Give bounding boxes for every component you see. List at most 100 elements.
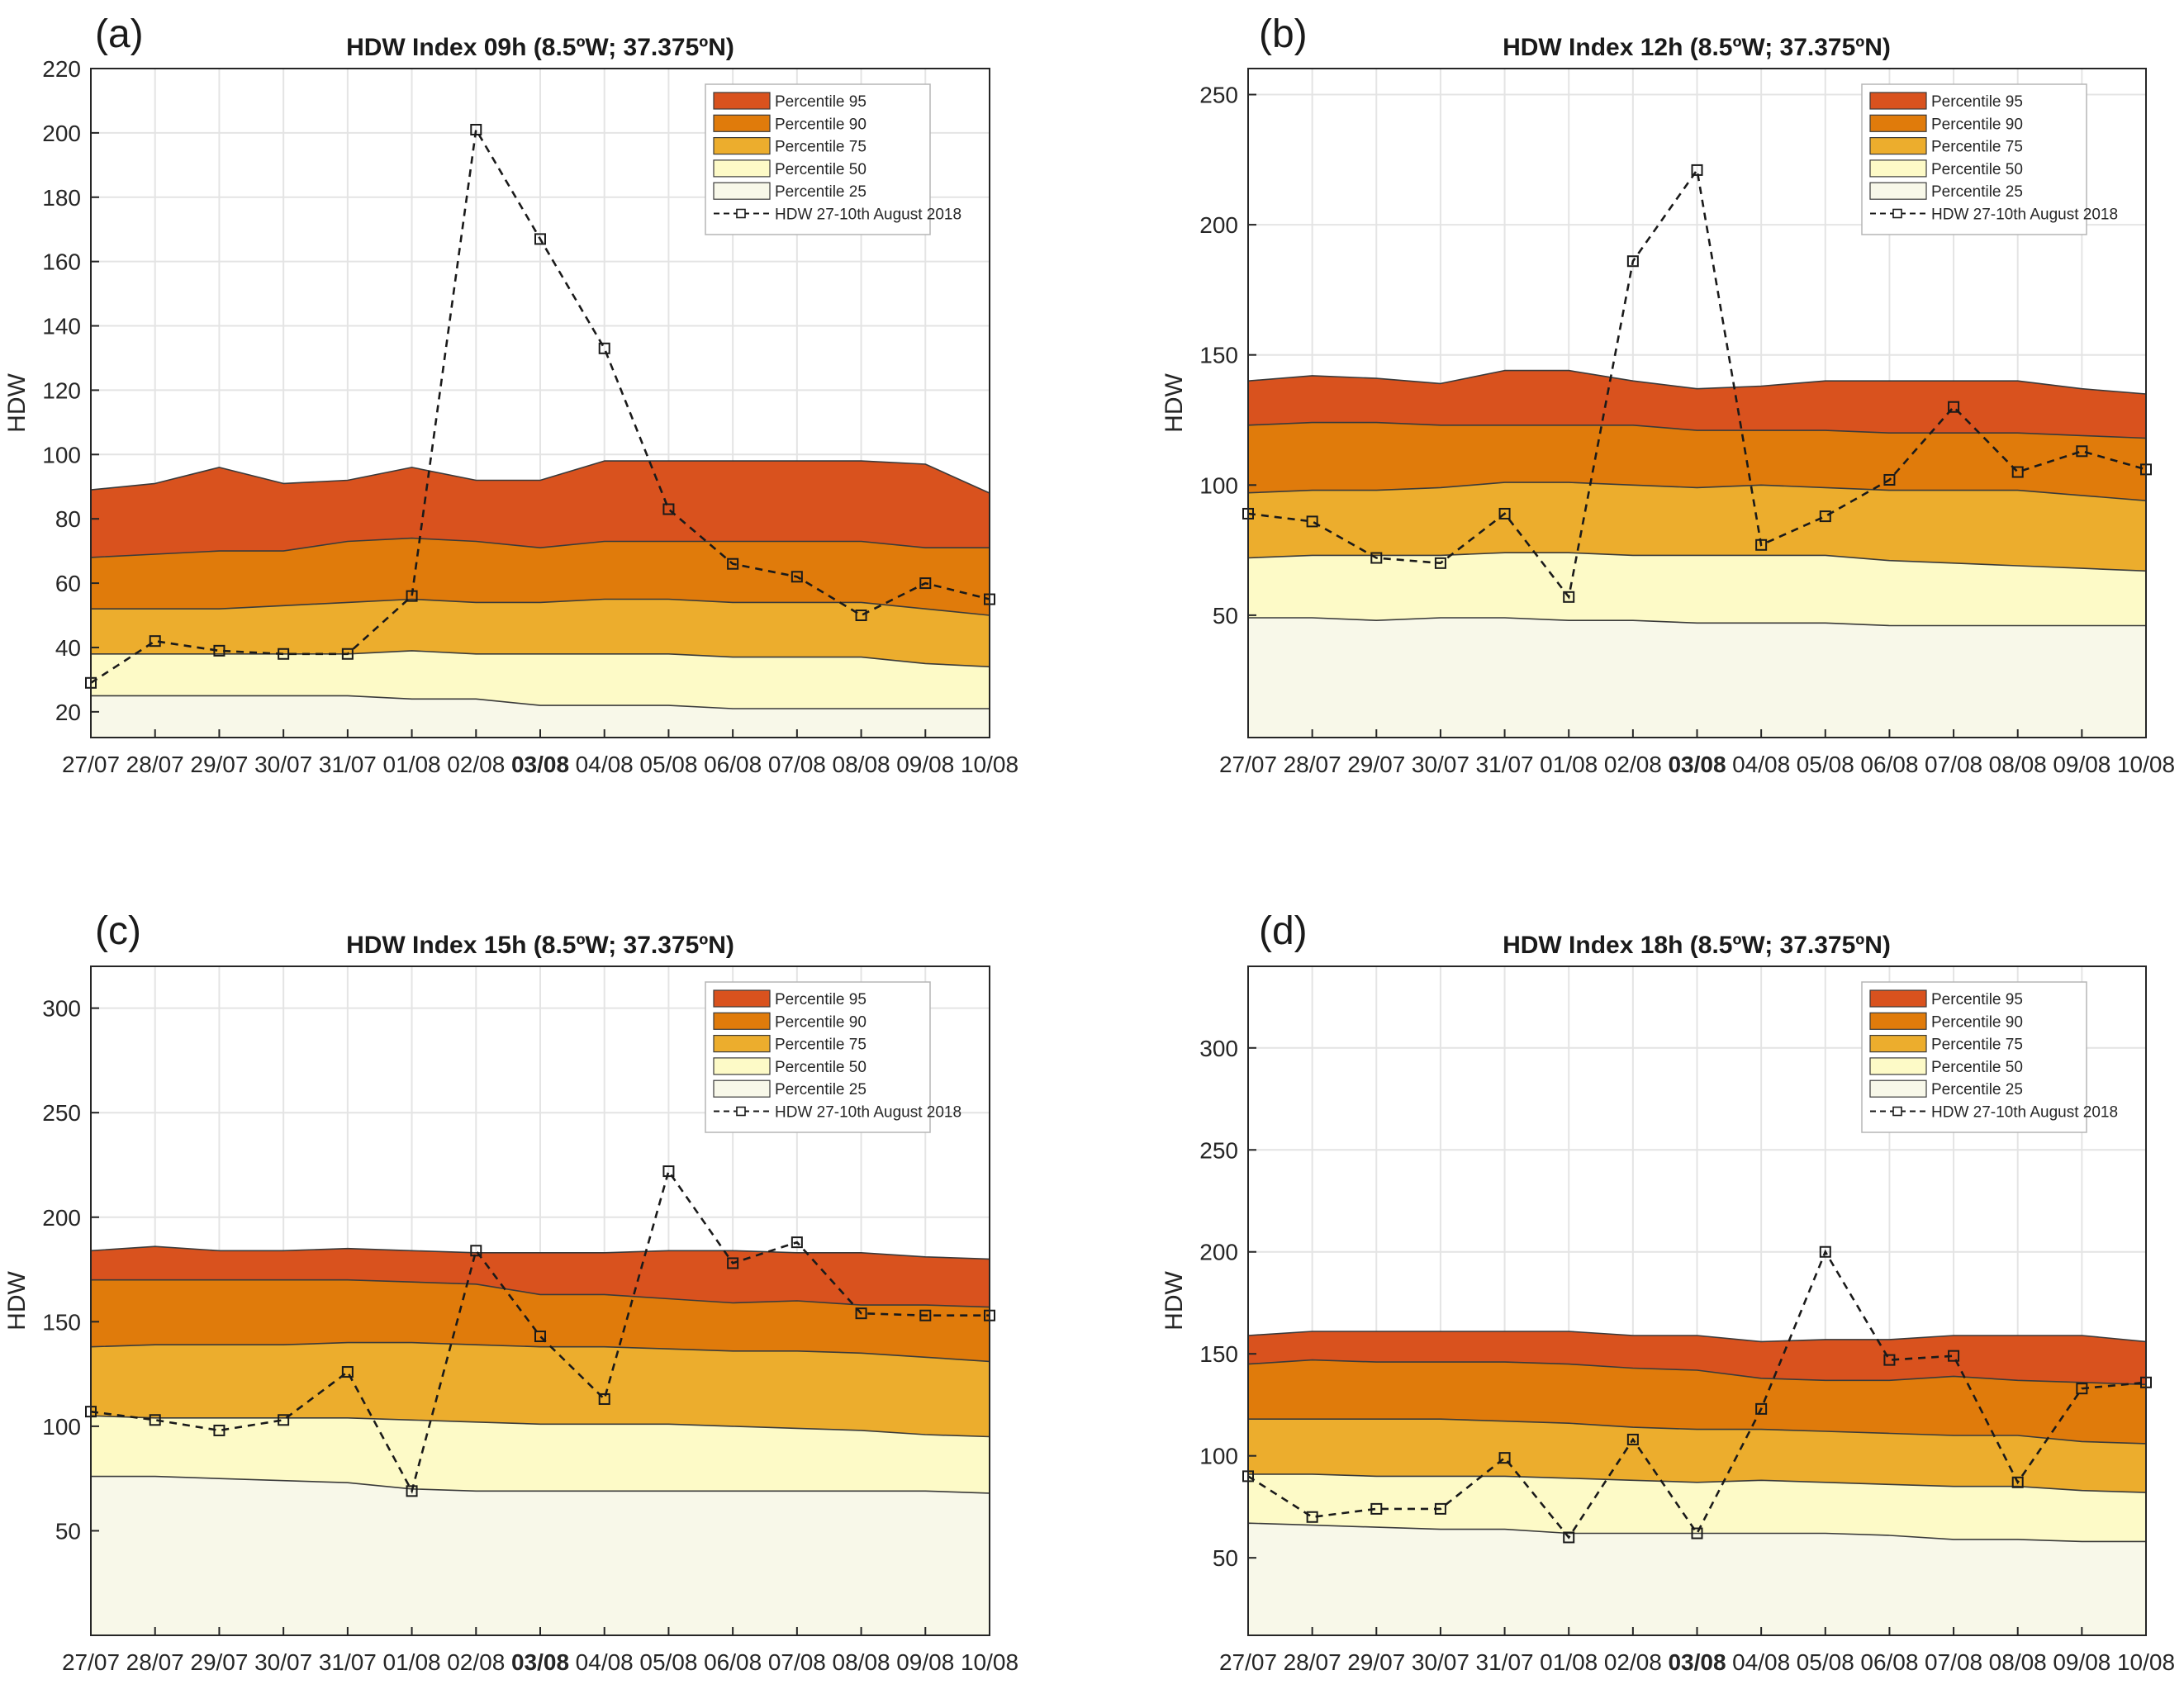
x-tick-label: 01/08 — [383, 1649, 441, 1675]
x-tick-label: 04/08 — [1732, 752, 1790, 777]
x-tick-label: 02/08 — [447, 752, 505, 777]
x-tick-label: 09/08 — [2053, 1649, 2110, 1675]
chart-panel-a: 20 40 60 80 100 120 140 160 180 200 220 27/07 28/07 2… — [3, 12, 1018, 777]
legend-marker-sample — [1892, 208, 1902, 219]
y-tick-label: 200 — [42, 121, 81, 146]
hdw-point — [598, 1392, 610, 1405]
chart-title: HDW Index 15h (8.5ºW; 37.375ºN) — [346, 932, 734, 959]
chart-panel-c: 50 100 150 200 250 300 27/07 28/07 29/07 30/07 31/… — [3, 909, 1018, 1675]
x-tick-label: 27/07 — [1219, 1649, 1277, 1675]
x-tick-label: 30/07 — [1412, 1649, 1469, 1675]
x-tick-label: 05/08 — [1797, 1649, 1854, 1675]
legend-marker-sample — [736, 1106, 746, 1117]
legend-swatch — [1869, 1012, 1927, 1030]
y-tick-label: 300 — [1199, 1036, 1238, 1061]
hdw-point — [1434, 557, 1446, 569]
legend-label: Percentile 90 — [775, 116, 866, 133]
x-tick-label: 08/08 — [1989, 752, 2047, 777]
x-tick-label: 10/08 — [2117, 1649, 2175, 1675]
legend-label: Percentile 75 — [775, 139, 866, 156]
x-tick-label: 07/08 — [1925, 752, 1982, 777]
x-tick-label: 09/08 — [896, 752, 954, 777]
hdw-point — [1563, 1531, 1575, 1544]
y-tick-label: 150 — [1199, 1341, 1238, 1367]
legend-label: Percentile 90 — [1931, 1013, 2023, 1031]
legend-swatch — [713, 1034, 771, 1053]
legend-label: Percentile 25 — [1931, 183, 2023, 201]
x-tick-label: 02/08 — [447, 1649, 505, 1675]
hdw-series-line — [90, 1169, 990, 1494]
legend-label: Percentile 25 — [775, 1081, 866, 1098]
x-tick-label: 01/08 — [1540, 752, 1598, 777]
legend-swatch — [1869, 159, 1927, 178]
x-tick-label: 06/08 — [704, 752, 762, 777]
y-tick-label: 100 — [42, 1414, 81, 1440]
hdw-point — [1691, 164, 1703, 176]
y-tick-label: 200 — [42, 1205, 81, 1231]
y-tick-label: 50 — [1213, 1545, 1238, 1571]
x-tick-label: 29/07 — [190, 1649, 248, 1675]
chart-title: HDW Index 09h (8.5ºW; 37.375ºN) — [346, 34, 734, 61]
legend: Percentile 95 Percentile 90 Percentile 75 P… — [1861, 981, 2118, 1133]
y-tick-label: 150 — [42, 1309, 81, 1335]
x-tick-label: 28/07 — [126, 1649, 184, 1675]
legend-label: Percentile 75 — [1931, 139, 2023, 156]
hdw-point — [1626, 255, 1639, 268]
panel-label: (a) — [95, 12, 144, 56]
x-tick-label: 30/07 — [254, 1649, 312, 1675]
x-tick-label: 05/08 — [639, 752, 697, 777]
x-tick-label: 31/07 — [1476, 1649, 1534, 1675]
x-tick-label: 06/08 — [1860, 752, 1918, 777]
legend-swatch — [1869, 1057, 1927, 1075]
hdw-point — [470, 123, 482, 135]
x-tick-label: 06/08 — [1860, 1649, 1918, 1675]
hdw-point — [406, 590, 418, 602]
legend-swatch — [713, 114, 771, 132]
panel-label: (c) — [95, 909, 141, 953]
x-tick-label: 28/07 — [1284, 1649, 1341, 1675]
y-tick-label: 140 — [42, 314, 81, 339]
legend-swatch — [1869, 1034, 1927, 1053]
legend-label: Percentile 75 — [775, 1037, 866, 1054]
legend-swatch — [1869, 137, 1927, 155]
hdw-point — [1306, 515, 1318, 528]
x-tick-label: 30/07 — [1412, 752, 1469, 777]
hdw-point — [1434, 1502, 1446, 1515]
x-tick-label: 07/08 — [768, 752, 826, 777]
x-tick-label: 27/07 — [62, 752, 120, 777]
y-tick-label: 150 — [1199, 343, 1238, 368]
legend-label: HDW 27-10th August 2018 — [1931, 206, 2118, 224]
legend-swatch — [713, 92, 771, 110]
y-tick-label: 80 — [55, 506, 81, 532]
legend-label: HDW 27-10th August 2018 — [775, 206, 961, 224]
band-percentile-25 — [1247, 1522, 2147, 1636]
legend-label: Percentile 25 — [1931, 1081, 2023, 1098]
x-tick-label: 02/08 — [1604, 752, 1662, 777]
x-tick-label: 10/08 — [961, 1649, 1018, 1675]
hdw-point — [1948, 401, 1960, 413]
band-percentile-25 — [90, 1475, 990, 1636]
x-tick-label: 31/07 — [319, 1649, 377, 1675]
x-tick-label: 08/08 — [1989, 1649, 2047, 1675]
legend-label: HDW 27-10th August 2018 — [1931, 1104, 2118, 1122]
y-tick-label: 120 — [42, 377, 81, 403]
panel-label: (d) — [1259, 909, 1308, 953]
y-tick-label: 20 — [55, 700, 81, 725]
legend-swatch — [713, 1057, 771, 1075]
hdw-point — [149, 1414, 161, 1426]
legend-swatch — [713, 137, 771, 155]
x-tick-label: 08/08 — [833, 1649, 890, 1675]
legend-label: Percentile 50 — [1931, 161, 2023, 178]
y-tick-label: 40 — [55, 635, 81, 661]
band-percentile-25 — [1247, 617, 2147, 738]
hdw-point — [1819, 1245, 1831, 1258]
hdw-point — [1306, 1511, 1318, 1523]
hdw-point — [855, 610, 867, 622]
legend-label: Percentile 25 — [775, 183, 866, 201]
x-tick-label: 07/08 — [1925, 1649, 1982, 1675]
x-tick-label: 08/08 — [833, 752, 890, 777]
band-percentile-25 — [90, 695, 990, 738]
x-tick-label: 03/08 — [511, 752, 569, 777]
y-tick-label: 100 — [1199, 1444, 1238, 1469]
